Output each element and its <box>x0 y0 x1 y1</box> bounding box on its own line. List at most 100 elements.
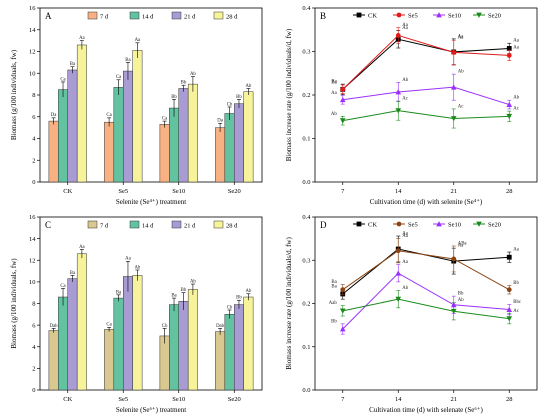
bar <box>76 44 87 183</box>
significance-letter: Cb <box>162 324 168 329</box>
y-tick-label: 0.4 <box>302 5 311 12</box>
significance-letter: Ca <box>106 323 112 328</box>
data-point <box>450 84 457 90</box>
legend-label: Se20 <box>488 221 501 228</box>
y-tick-label: 0.2 <box>302 301 310 308</box>
significance-letter: Aa <box>402 260 408 265</box>
significance-letter: Ca <box>60 77 66 82</box>
plot-frame <box>314 216 538 391</box>
x-tick-label: 7 <box>341 396 345 403</box>
x-tick-label: Se5 <box>118 396 128 403</box>
data-point <box>339 326 346 332</box>
legend-label: 28 d <box>226 222 238 229</box>
significance-letter: Ba <box>331 80 337 85</box>
x-axis-label: Cultivation time (d) with selenate (Se⁶⁺… <box>369 406 483 414</box>
data-point <box>395 296 402 303</box>
data-point <box>395 108 402 114</box>
bar <box>104 121 115 183</box>
legend-swatch <box>87 11 98 20</box>
legend-label: CK <box>368 12 377 19</box>
bar <box>58 296 68 391</box>
panel-d: 0.0 0.1 0.2 0.3 0.4 Biomass increase rate (g/… <box>285 214 538 414</box>
bar <box>123 70 133 183</box>
bar <box>159 335 170 391</box>
series-line <box>342 110 510 122</box>
legend-label: Se10 <box>448 12 461 19</box>
y-axis-label: Biomass increase rate (g/100 individuals… <box>285 237 293 370</box>
data-point <box>476 221 482 227</box>
data-point <box>436 221 442 227</box>
y-tick-label: 0.0 <box>302 179 310 186</box>
panel-c: 0 2 4 6 8 10 12 14 16 Biomass (g/100 individuals,… <box>10 214 263 414</box>
legend-swatch <box>171 220 182 229</box>
data-point <box>436 12 442 18</box>
x-tick-label: 21 <box>451 188 458 195</box>
legend-swatch <box>129 11 140 20</box>
series-line <box>342 38 510 90</box>
significance-letter: Bb <box>458 292 464 297</box>
legend-label: 7 d <box>100 222 109 229</box>
y-tick-label: 8 <box>32 301 35 308</box>
significance-letter: Dab <box>50 324 59 329</box>
y-tick-label: 0.1 <box>302 136 310 143</box>
significance-letter: Ab <box>513 96 519 101</box>
bar <box>76 253 87 391</box>
significance-letter: Ba <box>331 80 337 85</box>
data-point <box>356 12 362 18</box>
y-tick-label: 8 <box>32 92 35 99</box>
significance-letter: Ba <box>331 284 337 289</box>
data-point <box>451 256 457 262</box>
significance-letter: Aa <box>135 38 141 43</box>
panel-label: A <box>45 11 52 21</box>
data-point <box>395 270 402 276</box>
significance-letter: Aa <box>458 34 464 39</box>
x-tick-label: 7 <box>341 188 345 195</box>
significance-letter: Bb <box>331 319 337 324</box>
significance-letter: Ba <box>70 271 76 276</box>
bar <box>48 330 59 391</box>
legend-label: 21 d <box>184 13 196 20</box>
data-point <box>506 287 512 293</box>
significance-letter: Aa <box>79 245 85 250</box>
bar <box>67 278 78 391</box>
significance-letter: Aa <box>402 23 408 28</box>
legend-label: Se20 <box>488 12 501 19</box>
bar <box>123 276 133 391</box>
legend-label: Se5 <box>408 12 418 19</box>
significance-letter: Aab <box>329 301 338 306</box>
y-tick-label: 14 <box>29 236 36 243</box>
y-tick-label: 12 <box>29 49 36 56</box>
significance-letter: Da <box>217 119 223 124</box>
data-point <box>396 221 402 227</box>
series-line <box>342 298 510 320</box>
y-tick-label: 6 <box>32 322 36 329</box>
x-tick-label: CK <box>63 396 72 403</box>
data-point <box>340 287 346 293</box>
bar <box>159 124 170 183</box>
y-tick-label: 0.0 <box>302 387 310 394</box>
series-line <box>342 250 510 291</box>
x-tick-label: Se10 <box>172 188 185 195</box>
significance-letter: ABa <box>458 241 468 246</box>
significance-letter: Ca <box>162 117 168 122</box>
x-tick-label: 28 <box>506 396 513 403</box>
series-line <box>342 86 510 106</box>
bar <box>234 304 244 391</box>
significance-letter: Ca <box>106 113 112 118</box>
y-axis-label: Biomass (g/100 individuals, fw) <box>10 49 18 140</box>
bar <box>169 304 180 391</box>
y-axis-label: Biomass increase rate (g/100 individuals… <box>285 28 293 161</box>
significance-letter: Ba <box>125 58 131 63</box>
bar <box>67 69 78 183</box>
y-tick-label: 6 <box>32 114 36 121</box>
data-point <box>476 12 482 18</box>
significance-letter: Bb <box>513 281 519 286</box>
significance-letter: Ca <box>116 75 122 80</box>
bar <box>113 87 124 183</box>
significance-letter: Ac <box>513 107 519 112</box>
data-point <box>450 116 457 122</box>
data-point <box>506 101 513 107</box>
significance-letter: Bb <box>236 296 242 301</box>
x-tick-label: CK <box>63 188 72 195</box>
bar <box>215 127 226 183</box>
